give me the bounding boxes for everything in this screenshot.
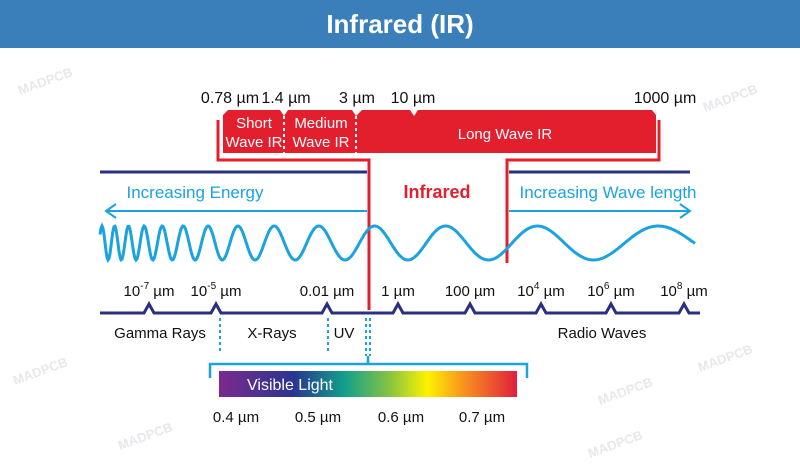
increasing-wavelength-label: Increasing Wave length — [519, 183, 696, 202]
right-arrow-icon — [509, 203, 692, 219]
short-wave-label: Wave IR — [226, 134, 283, 151]
spectrum-axis — [100, 300, 700, 315]
watermark-text: MADPCB — [701, 81, 760, 115]
visible-tick-label: 0.6 µm — [378, 409, 424, 426]
short-wave-label: Short — [236, 115, 273, 132]
medium-wave-label: Medium — [294, 115, 347, 132]
visible-bracket — [208, 356, 529, 378]
watermark-text: MADPCB — [596, 374, 655, 408]
axis-tick-label: 10-5 µm — [191, 281, 242, 300]
axis-tick-label: 108 µm — [660, 281, 708, 300]
watermark-text: MADPCB — [16, 64, 75, 98]
visible-tick-label: 0.5 µm — [295, 409, 341, 426]
radio-waves-label: Radio Waves — [558, 325, 647, 342]
visible-tick-label: 0.4 µm — [213, 409, 259, 426]
axis-tick-label: 106 µm — [587, 281, 635, 300]
infrared-label: Infrared — [403, 182, 470, 202]
watermark-text: MADPCB — [116, 419, 175, 453]
axis-tick-labels: 10-7 µm 10-5 µm 0.01 µm 1 µm 100 µm 104 µm 106… — [124, 281, 708, 300]
ir-band-bar — [223, 110, 656, 153]
axis-tick-label: 10-7 µm — [124, 281, 175, 300]
axis-tick-label: 104 µm — [517, 281, 565, 300]
left-arrow-icon — [104, 203, 367, 219]
visible-light-label: Visible Light — [247, 377, 334, 394]
boundary-label: 0.78 µm — [201, 90, 259, 107]
axis-tick-label: 1 µm — [381, 283, 415, 300]
visible-tick-label: 0.7 µm — [459, 409, 505, 426]
wave-line — [98, 222, 696, 263]
watermark-text: MADPCB — [586, 427, 645, 461]
watermark-text: MADPCB — [696, 341, 755, 375]
watermark-text: MADPCB — [11, 354, 70, 388]
uv-label: UV — [334, 325, 355, 342]
boundary-label: 10 µm — [391, 90, 436, 107]
gamma-rays-label: Gamma Rays — [114, 325, 206, 342]
boundary-label: 3 µm — [339, 90, 375, 107]
boundary-label: 1000 µm — [634, 90, 697, 107]
long-wave-label: Long Wave IR — [458, 126, 553, 143]
medium-wave-label: Wave IR — [293, 134, 350, 151]
x-rays-label: X-Rays — [247, 325, 296, 342]
increasing-energy-label: Increasing Energy — [126, 183, 264, 202]
boundary-label: 1.4 µm — [261, 90, 310, 107]
axis-tick-label: 100 µm — [445, 283, 495, 300]
visible-spectrum-bar — [219, 371, 517, 397]
ir-boundary-labels: 0.78 µm 1.4 µm 3 µm 10 µm 1000 µm — [201, 90, 696, 107]
region-dividers — [219, 318, 371, 356]
page-title: Infrared (IR) — [0, 0, 800, 48]
ir-bracket — [216, 120, 661, 310]
axis-tick-label: 0.01 µm — [300, 283, 355, 300]
